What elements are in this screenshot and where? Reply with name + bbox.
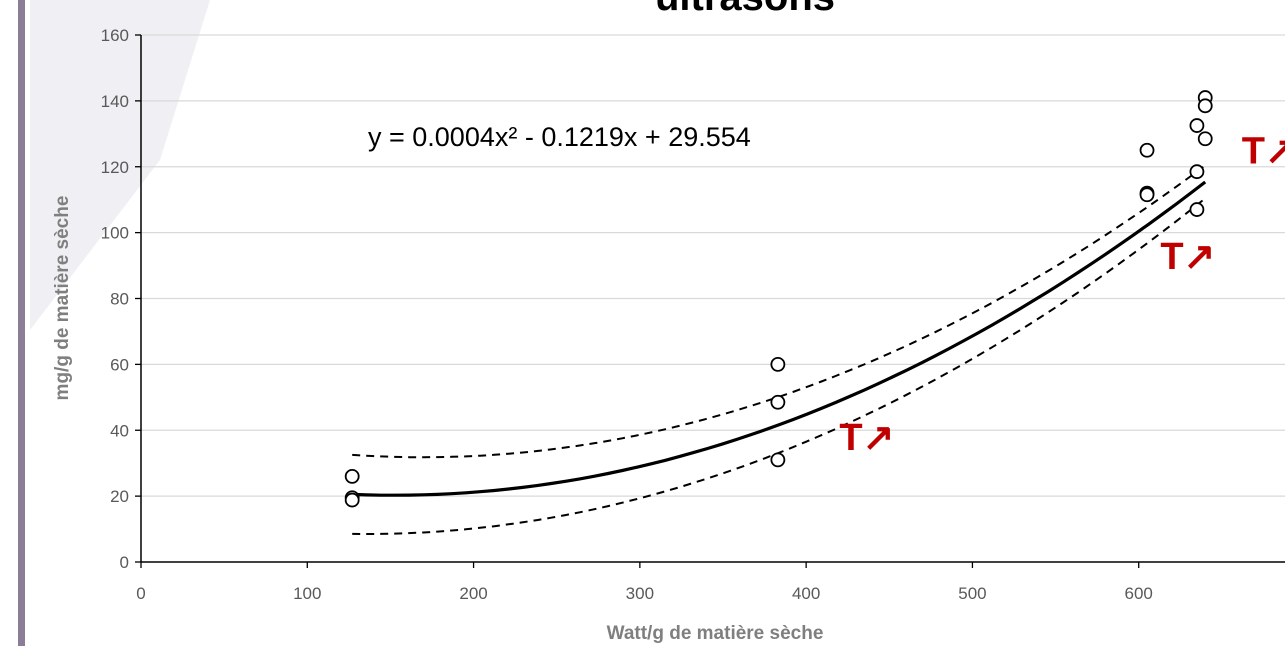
y-tick-label: 120 bbox=[101, 158, 129, 177]
temperature-annotation: T↗ bbox=[839, 417, 894, 459]
temperature-annotation: T↗ bbox=[1160, 236, 1215, 278]
y-tick-label: 160 bbox=[101, 26, 129, 45]
data-point bbox=[770, 394, 786, 410]
data-point bbox=[1189, 202, 1205, 217]
temperature-annotation: T↗ bbox=[1242, 130, 1285, 172]
x-tick-label: 200 bbox=[459, 584, 487, 603]
y-tick-label: 20 bbox=[110, 487, 129, 506]
y-tick-label: 80 bbox=[110, 290, 129, 309]
confidence-band bbox=[352, 164, 1206, 536]
x-tick-label: 100 bbox=[293, 584, 321, 603]
x-tick-label: 500 bbox=[958, 584, 986, 603]
data-point bbox=[1139, 187, 1155, 203]
y-tick-label: 60 bbox=[110, 355, 129, 374]
data-point bbox=[770, 356, 786, 372]
fit-curve bbox=[352, 180, 1207, 497]
data-point bbox=[1197, 131, 1213, 147]
y-tick-label: 140 bbox=[101, 92, 129, 111]
data-points bbox=[344, 90, 1213, 508]
data-point bbox=[1139, 142, 1155, 158]
x-tick-label: 300 bbox=[626, 584, 654, 603]
data-point bbox=[1189, 164, 1205, 180]
chart-title: ultrasons bbox=[655, 0, 835, 19]
data-point bbox=[1189, 118, 1205, 133]
upper-confidence-line bbox=[352, 164, 1206, 459]
x-tick-label: 0 bbox=[136, 584, 145, 603]
fit-equation: y = 0.0004x² - 0.1219x + 29.554 bbox=[368, 122, 751, 152]
y-axis-title: mg/g de matière sèche bbox=[52, 196, 73, 401]
x-tick-label: 600 bbox=[1125, 584, 1153, 603]
data-point bbox=[344, 492, 360, 508]
background-shape bbox=[30, 0, 210, 330]
slide-accent-bar bbox=[18, 0, 25, 646]
data-point bbox=[344, 468, 360, 484]
data-point bbox=[1197, 98, 1213, 114]
y-tick-label: 100 bbox=[101, 224, 129, 243]
y-axis-ticks: 0 20 40 60 80 100 120 140 160 bbox=[101, 26, 141, 572]
y-tick-label: 40 bbox=[110, 421, 129, 440]
annotations: T↗ T↗ T↗ bbox=[839, 130, 1285, 459]
y-tick-label: 0 bbox=[120, 553, 129, 572]
x-tick-label: 400 bbox=[792, 584, 820, 603]
x-axis-title: Watt/g de matière sèche bbox=[607, 623, 824, 644]
x-axis-ticks: 010020030040050060070 bbox=[136, 562, 1153, 603]
data-point bbox=[770, 452, 786, 468]
gridlines bbox=[141, 34, 1285, 497]
